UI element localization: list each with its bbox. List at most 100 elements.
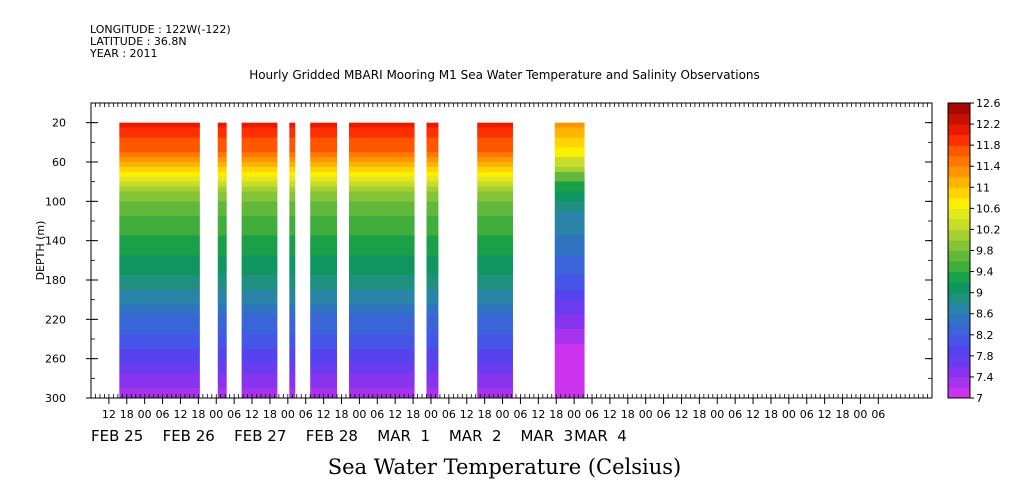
- x-hour-label: 00: [352, 408, 366, 421]
- colorbar-label: 11.8: [976, 139, 1001, 152]
- x-hour-label: 06: [871, 408, 885, 421]
- colorbar-swatch: [948, 366, 970, 378]
- colorbar-swatch: [948, 250, 970, 262]
- x-hour-label: 18: [621, 408, 635, 421]
- x-hour-label: 18: [836, 408, 850, 421]
- colorbar-label: 12.2: [976, 118, 1001, 131]
- colorbar-swatch: [948, 229, 970, 241]
- data-block: [426, 122, 439, 399]
- chart-title: Hourly Gridded MBARI Mooring M1 Sea Wate…: [249, 68, 760, 82]
- colorbar-swatch: [948, 166, 970, 178]
- x-day-label: MAR 3: [520, 427, 573, 445]
- x-hour-label: 18: [478, 408, 492, 421]
- colorbar-swatch: [948, 134, 970, 146]
- colorbar-label: 11.4: [976, 160, 1001, 173]
- data-block: [241, 122, 278, 399]
- colorbar: 7 7.4 7.8 8.2 8.6 9 9.4 9.8 10.2 10.6 11 11.4 11.8 12…: [947, 97, 1001, 405]
- colorbar-title: Sea Water Temperature (Celsius): [327, 455, 682, 479]
- x-hour-label: 12: [460, 408, 474, 421]
- x-hour-label: 00: [138, 408, 152, 421]
- colorbar-label: 12.6: [976, 97, 1001, 110]
- x-hour-label: 00: [209, 408, 223, 421]
- colorbar-label: 9.8: [976, 245, 994, 258]
- colorbar-label: 7.8: [976, 350, 994, 363]
- colorbar-swatch: [948, 145, 970, 157]
- colorbar-label: 7: [976, 392, 983, 405]
- x-hour-label: 12: [245, 408, 259, 421]
- colorbar-swatch: [948, 197, 970, 209]
- x-hour-label: 00: [710, 408, 724, 421]
- colorbar-swatch: [948, 334, 970, 346]
- colorbar-swatch: [948, 103, 970, 115]
- colorbar-swatch: [948, 176, 970, 188]
- x-hour-label: 18: [764, 408, 778, 421]
- x-hour-label: 12: [818, 408, 832, 421]
- x-hour-label: 18: [406, 408, 420, 421]
- data-block: [119, 122, 200, 399]
- year-label: YEAR : 2011: [90, 47, 158, 60]
- colorbar-label: 10.6: [976, 202, 1001, 215]
- x-hour-label: 00: [853, 408, 867, 421]
- colorbar-swatch: [948, 387, 970, 399]
- x-hour-label: 06: [299, 408, 313, 421]
- data-block: [289, 122, 296, 399]
- colorbar-swatch: [948, 271, 970, 283]
- y-tick-label: 60: [52, 156, 66, 169]
- colorbar-swatch: [948, 155, 970, 167]
- x-hour-label: 06: [442, 408, 456, 421]
- x-hour-label: 12: [531, 408, 545, 421]
- colorbar-swatch: [948, 282, 970, 294]
- colorbar-label: 7.4: [976, 371, 994, 384]
- colorbar-swatch: [948, 324, 970, 336]
- x-hour-label: 18: [692, 408, 706, 421]
- x-hour-label: 00: [782, 408, 796, 421]
- y-axis-label: DEPTH (m): [34, 221, 47, 281]
- data-block: [477, 122, 513, 399]
- x-day-label: MAR 4: [574, 427, 627, 445]
- x-hour-label: 18: [263, 408, 277, 421]
- colorbar-swatch: [948, 261, 970, 273]
- plot-axes: 12 18 00 06 12 18 00 06 12 18 00 06 12 18 00 06 12 18 00 06…: [34, 102, 933, 445]
- x-hour-label: 06: [728, 408, 742, 421]
- x-hour-label: 12: [102, 408, 116, 421]
- x-hour-label: 18: [191, 408, 205, 421]
- x-hour-label: 18: [120, 408, 134, 421]
- y-tick-label: 260: [45, 353, 66, 366]
- data-blocks: [119, 122, 585, 399]
- colorbar-swatch: [948, 355, 970, 367]
- x-day-label: FEB 25: [91, 427, 143, 445]
- x-hour-label: 00: [639, 408, 653, 421]
- colorbar-label: 11: [976, 181, 990, 194]
- data-block: [554, 122, 585, 399]
- x-hour-label: 06: [657, 408, 671, 421]
- y-tick-label: 140: [45, 235, 66, 248]
- x-hour-label: 06: [585, 408, 599, 421]
- x-hour-label: 12: [674, 408, 688, 421]
- data-block: [348, 122, 415, 399]
- colorbar-label: 10.2: [976, 223, 1001, 236]
- x-hour-label: 00: [424, 408, 438, 421]
- x-hour-label: 00: [567, 408, 581, 421]
- x-day-label: FEB 28: [306, 427, 358, 445]
- x-hour-label: 12: [317, 408, 331, 421]
- y-tick-label: 100: [45, 195, 66, 208]
- colorbar-swatch: [948, 292, 970, 304]
- x-day-label: FEB 26: [163, 427, 215, 445]
- colorbar-swatch: [948, 376, 970, 388]
- y-tick-label: 20: [52, 117, 66, 130]
- x-hour-label: 06: [370, 408, 384, 421]
- x-hour-label: 06: [227, 408, 241, 421]
- x-hour-label: 06: [800, 408, 814, 421]
- x-hour-label: 12: [173, 408, 187, 421]
- x-hour-label: 06: [156, 408, 170, 421]
- x-day-label: FEB 27: [234, 427, 286, 445]
- y-tick-label: 300: [45, 392, 66, 405]
- colorbar-swatch: [948, 208, 970, 220]
- longitude-label: LONGITUDE : 122W(-122): [90, 23, 231, 36]
- y-tick-label: 180: [45, 274, 66, 287]
- x-hour-label: 12: [388, 408, 402, 421]
- x-hour-label: 06: [513, 408, 527, 421]
- colorbar-label: 8.2: [976, 329, 994, 342]
- colorbar-swatch: [948, 218, 970, 230]
- x-hour-label: 18: [335, 408, 349, 421]
